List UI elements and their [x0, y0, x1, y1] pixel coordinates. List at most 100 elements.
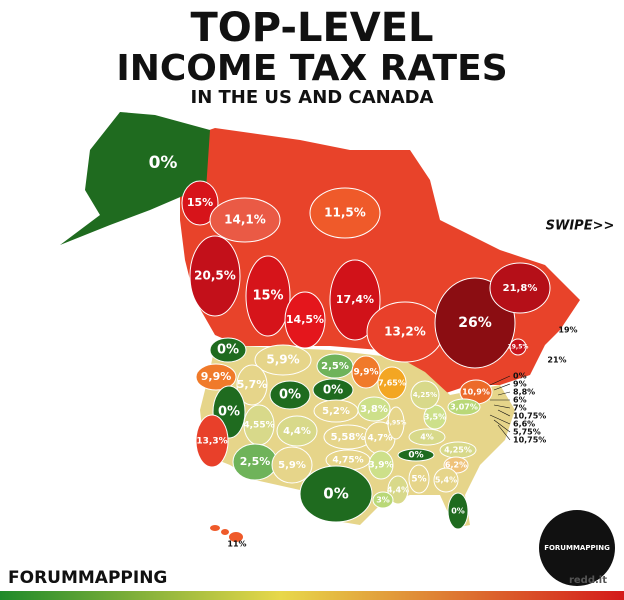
island	[221, 529, 229, 535]
rate-label: 11%	[227, 540, 246, 549]
callout-line	[489, 414, 511, 425]
rate-label: 9,9%	[354, 368, 379, 378]
region	[209, 337, 247, 363]
callout-label: 10,75%	[513, 412, 546, 421]
rate-label: 14,1%	[224, 213, 266, 227]
region	[372, 491, 394, 509]
color-bar	[0, 591, 624, 600]
region	[195, 414, 229, 468]
rate-label: 5,2%	[322, 406, 350, 417]
rate-label: 15%	[252, 289, 283, 304]
region	[276, 415, 318, 447]
rate-label: 4%	[420, 433, 434, 442]
island	[229, 532, 243, 542]
regions	[181, 180, 551, 542]
region	[368, 450, 394, 480]
callout-line	[497, 391, 511, 396]
rate-label: 0%	[279, 388, 301, 403]
callout-line	[497, 409, 511, 417]
rate-label: 26%	[458, 315, 492, 331]
rate-label: 0%	[408, 451, 423, 461]
rate-label: 19,5%	[508, 344, 529, 351]
region	[447, 398, 481, 416]
logo-badge	[539, 510, 615, 586]
source: redd.it	[569, 575, 607, 586]
logo-text: FORUMMAPPING	[544, 544, 610, 552]
rate-label: 0%	[323, 383, 343, 397]
rate-label: 0%	[451, 507, 465, 516]
rate-label: 0%	[323, 485, 348, 503]
rate-label: 4,25%	[413, 391, 437, 399]
rate-label: 20,5%	[194, 269, 236, 283]
region	[329, 259, 381, 341]
region	[236, 364, 268, 406]
region	[299, 465, 373, 523]
region	[254, 344, 312, 376]
callout-line	[493, 383, 511, 391]
region	[189, 235, 241, 317]
region	[408, 428, 446, 446]
rate-label: 3,9%	[369, 461, 394, 471]
region	[245, 255, 291, 337]
rate-label: 11,5%	[324, 206, 366, 220]
rate-label: 19%	[558, 326, 577, 335]
region	[209, 197, 281, 243]
region	[387, 406, 405, 440]
rate-label: 3%	[376, 496, 390, 505]
callout-line	[493, 419, 511, 433]
callout-label: 10,75%	[513, 436, 546, 445]
callout-label: 6,6%	[513, 420, 535, 429]
callout-line	[497, 424, 511, 441]
rate-label: 7,65%	[378, 379, 406, 388]
region	[387, 475, 409, 505]
region	[309, 187, 381, 239]
rate-label: 4,75%	[332, 456, 363, 466]
subtitle: IN THE US AND CANADA	[191, 87, 434, 108]
region	[351, 355, 381, 389]
rate-label: 3,8%	[360, 404, 388, 415]
region	[509, 338, 527, 356]
rate-label: 4,4%	[283, 426, 311, 437]
rate-label: 10,9%	[462, 388, 490, 397]
rate-label: 4,25%	[444, 446, 472, 455]
rate-label: 4,7%	[368, 434, 393, 444]
rate-label: 5,4%	[435, 476, 457, 485]
rate-label: 21,8%	[503, 283, 538, 294]
rate-label: 2,5%	[240, 455, 271, 468]
region	[271, 446, 313, 484]
alaska-landmass	[60, 112, 210, 245]
rate-label: 9,9%	[201, 370, 232, 383]
title-line: INCOME TAX RATES	[116, 48, 507, 89]
rate-label: 4,55%	[243, 421, 274, 431]
region	[357, 396, 391, 422]
callout-label: 8,8%	[513, 388, 535, 397]
rate-label: 2,5%	[321, 361, 349, 372]
island	[210, 525, 220, 531]
callout-line	[489, 375, 511, 386]
callout-label: 7%	[513, 404, 527, 413]
region	[397, 448, 435, 462]
swipe-hint: SWIPE>>	[546, 219, 615, 234]
rate-label: 4,95%	[386, 420, 407, 427]
rate-label: 5,58%	[331, 432, 366, 443]
region	[489, 262, 551, 314]
callout-label: 5,75%	[513, 428, 541, 437]
region	[181, 180, 219, 226]
region	[284, 291, 326, 349]
labels: 0%15%14,1% 11,5%20,5%15%14,5%17,4%13,2%26…	[149, 153, 578, 549]
rate-label: 14,5%	[286, 313, 324, 326]
rate-label: 0%	[149, 153, 178, 173]
region	[408, 464, 430, 494]
region	[447, 492, 469, 530]
brand: FORUMMAPPING	[8, 568, 167, 588]
rate-label: 5,9%	[278, 460, 306, 471]
region	[195, 363, 237, 391]
region	[410, 380, 440, 410]
title-line: TOP-LEVEL	[190, 5, 433, 51]
region	[377, 366, 407, 400]
rate-label: 21%	[547, 356, 566, 365]
rate-label: 5,7%	[237, 378, 268, 391]
rate-label: 13,2%	[384, 325, 426, 339]
rate-label: 13,3%	[196, 437, 227, 447]
